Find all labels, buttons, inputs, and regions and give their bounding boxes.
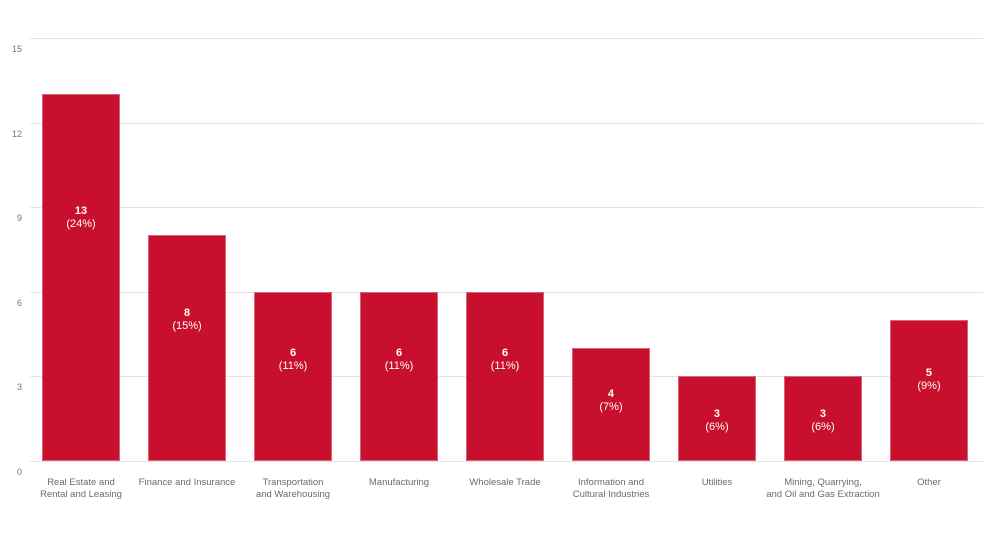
x-axis-category-label: Other [859, 477, 999, 489]
bar-value-number: 4 [607, 387, 615, 400]
category-label-line: and Oil and Gas Extraction [766, 489, 880, 500]
gridline [30, 207, 983, 209]
bar-value-number: 13 [74, 205, 88, 218]
x-axis-category-label: Manufacturing [329, 477, 469, 489]
x-axis-category-label: Mining, Quarrying, and Oil and Gas Extrac… [753, 477, 893, 501]
bar-value-number: 3 [713, 408, 721, 421]
category-label-line: Manufacturing [368, 477, 430, 488]
bar-value-label: 3 (6%) [811, 408, 834, 434]
gridline [30, 461, 983, 462]
category-label-line: Mining, Quarrying, [784, 477, 862, 488]
bar[interactable]: 4 (7%) [572, 348, 650, 461]
bar-value-label: 6 (11%) [491, 347, 520, 373]
bar-value-number: 3 [819, 408, 827, 421]
bar-value-number: 8 [183, 306, 191, 319]
y-axis-tick-label: 15 [11, 44, 22, 54]
category-label-line: Cultural Industries [572, 489, 650, 500]
gridline [30, 38, 983, 39]
bar[interactable]: 5 (9%) [890, 320, 968, 461]
category-label-line: Wholesale Trade [469, 477, 541, 488]
bar[interactable]: 6 (11%) [254, 291, 332, 461]
x-axis-category-label: Finance and Insurance [117, 477, 257, 489]
bar[interactable]: 6 (11%) [360, 291, 438, 461]
category-label-line: Information and [577, 477, 644, 488]
bar-value-number: 6 [501, 347, 509, 360]
bar-value-label: 13 (24%) [66, 205, 95, 231]
bar-value-number: 5 [925, 367, 933, 380]
y-axis-tick-label: 9 [16, 213, 22, 224]
bar-percent-label: (6%) [705, 421, 729, 434]
category-label-line: Rental and Leasing [40, 489, 122, 500]
x-axis-category-label: Transportation and Warehousing [223, 477, 363, 501]
bar[interactable]: 6 (11%) [466, 291, 544, 461]
x-axis-category-label: Information and Cultural Industries [541, 477, 681, 501]
bar-value-label: 8 (15%) [172, 307, 201, 333]
bar-percent-label: (11%) [278, 360, 308, 373]
y-axis-tick-label: 0 [16, 467, 22, 477]
bar-percent-label: (15%) [172, 319, 202, 332]
category-label-line: Real Estate and [47, 477, 115, 488]
bar-value-number: 6 [395, 347, 403, 360]
bar[interactable]: 13 (24%) [42, 94, 120, 461]
bar-value-label: 4 (7%) [599, 388, 622, 414]
y-axis-tick-label: 6 [16, 297, 22, 308]
category-label-line: and Warehousing [255, 489, 331, 500]
x-axis-category-label: Wholesale Trade [435, 477, 575, 489]
category-label-line: Finance and Insurance [138, 477, 236, 488]
gridline [30, 122, 983, 124]
bar-percent-label: (9%) [917, 380, 941, 393]
bar-value-label: 3 (6%) [705, 408, 728, 434]
bar-value-number: 6 [289, 347, 297, 360]
bar-percent-label: (6%) [811, 421, 835, 434]
x-axis-category-label: Real Estate and Rental and Leasing [11, 477, 151, 501]
bar-percent-label: (7%) [599, 400, 623, 413]
bar-value-label: 6 (11%) [279, 347, 308, 373]
y-axis-tick-label: 12 [11, 128, 22, 139]
bar[interactable]: 3 (6%) [784, 376, 862, 461]
bar-percent-label: (11%) [490, 360, 520, 373]
bar-percent-label: (24%) [66, 218, 96, 231]
x-axis-category-label: Utilities [647, 477, 787, 489]
bar[interactable]: 8 (15%) [148, 235, 226, 461]
bar-value-label: 5 (9%) [917, 367, 940, 393]
bar-percent-label: (11%) [384, 360, 414, 373]
y-axis-tick-label: 3 [16, 382, 22, 393]
category-label-line: Utilities [701, 477, 733, 488]
bar[interactable]: 3 (6%) [678, 376, 756, 461]
category-label-line: Transportation [262, 477, 324, 488]
bar-value-label: 6 (11%) [385, 347, 414, 373]
category-label-line: Other [917, 477, 941, 488]
